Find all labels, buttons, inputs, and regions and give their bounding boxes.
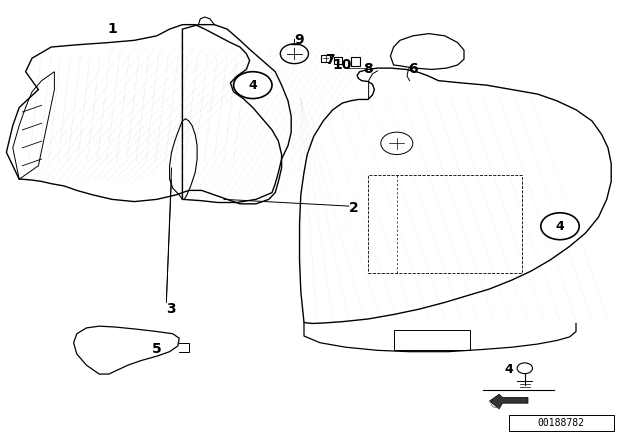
Text: 4: 4 — [248, 78, 257, 92]
Circle shape — [234, 72, 272, 99]
Bar — [509, 415, 614, 431]
Bar — [394, 330, 470, 350]
Text: 6: 6 — [408, 62, 418, 77]
Text: 2: 2 — [349, 201, 358, 215]
Text: 5: 5 — [152, 342, 162, 357]
Text: 7: 7 — [324, 53, 335, 68]
Text: 4: 4 — [504, 363, 513, 376]
Text: 1: 1 — [107, 22, 117, 36]
Polygon shape — [490, 394, 528, 409]
Text: 3: 3 — [166, 302, 176, 316]
Circle shape — [541, 213, 579, 240]
Text: 10: 10 — [333, 58, 352, 72]
Text: 9: 9 — [294, 33, 305, 47]
Text: 00188782: 00188782 — [538, 418, 585, 428]
Bar — [368, 175, 522, 273]
Text: 8: 8 — [363, 62, 373, 77]
Text: 4: 4 — [556, 220, 564, 233]
